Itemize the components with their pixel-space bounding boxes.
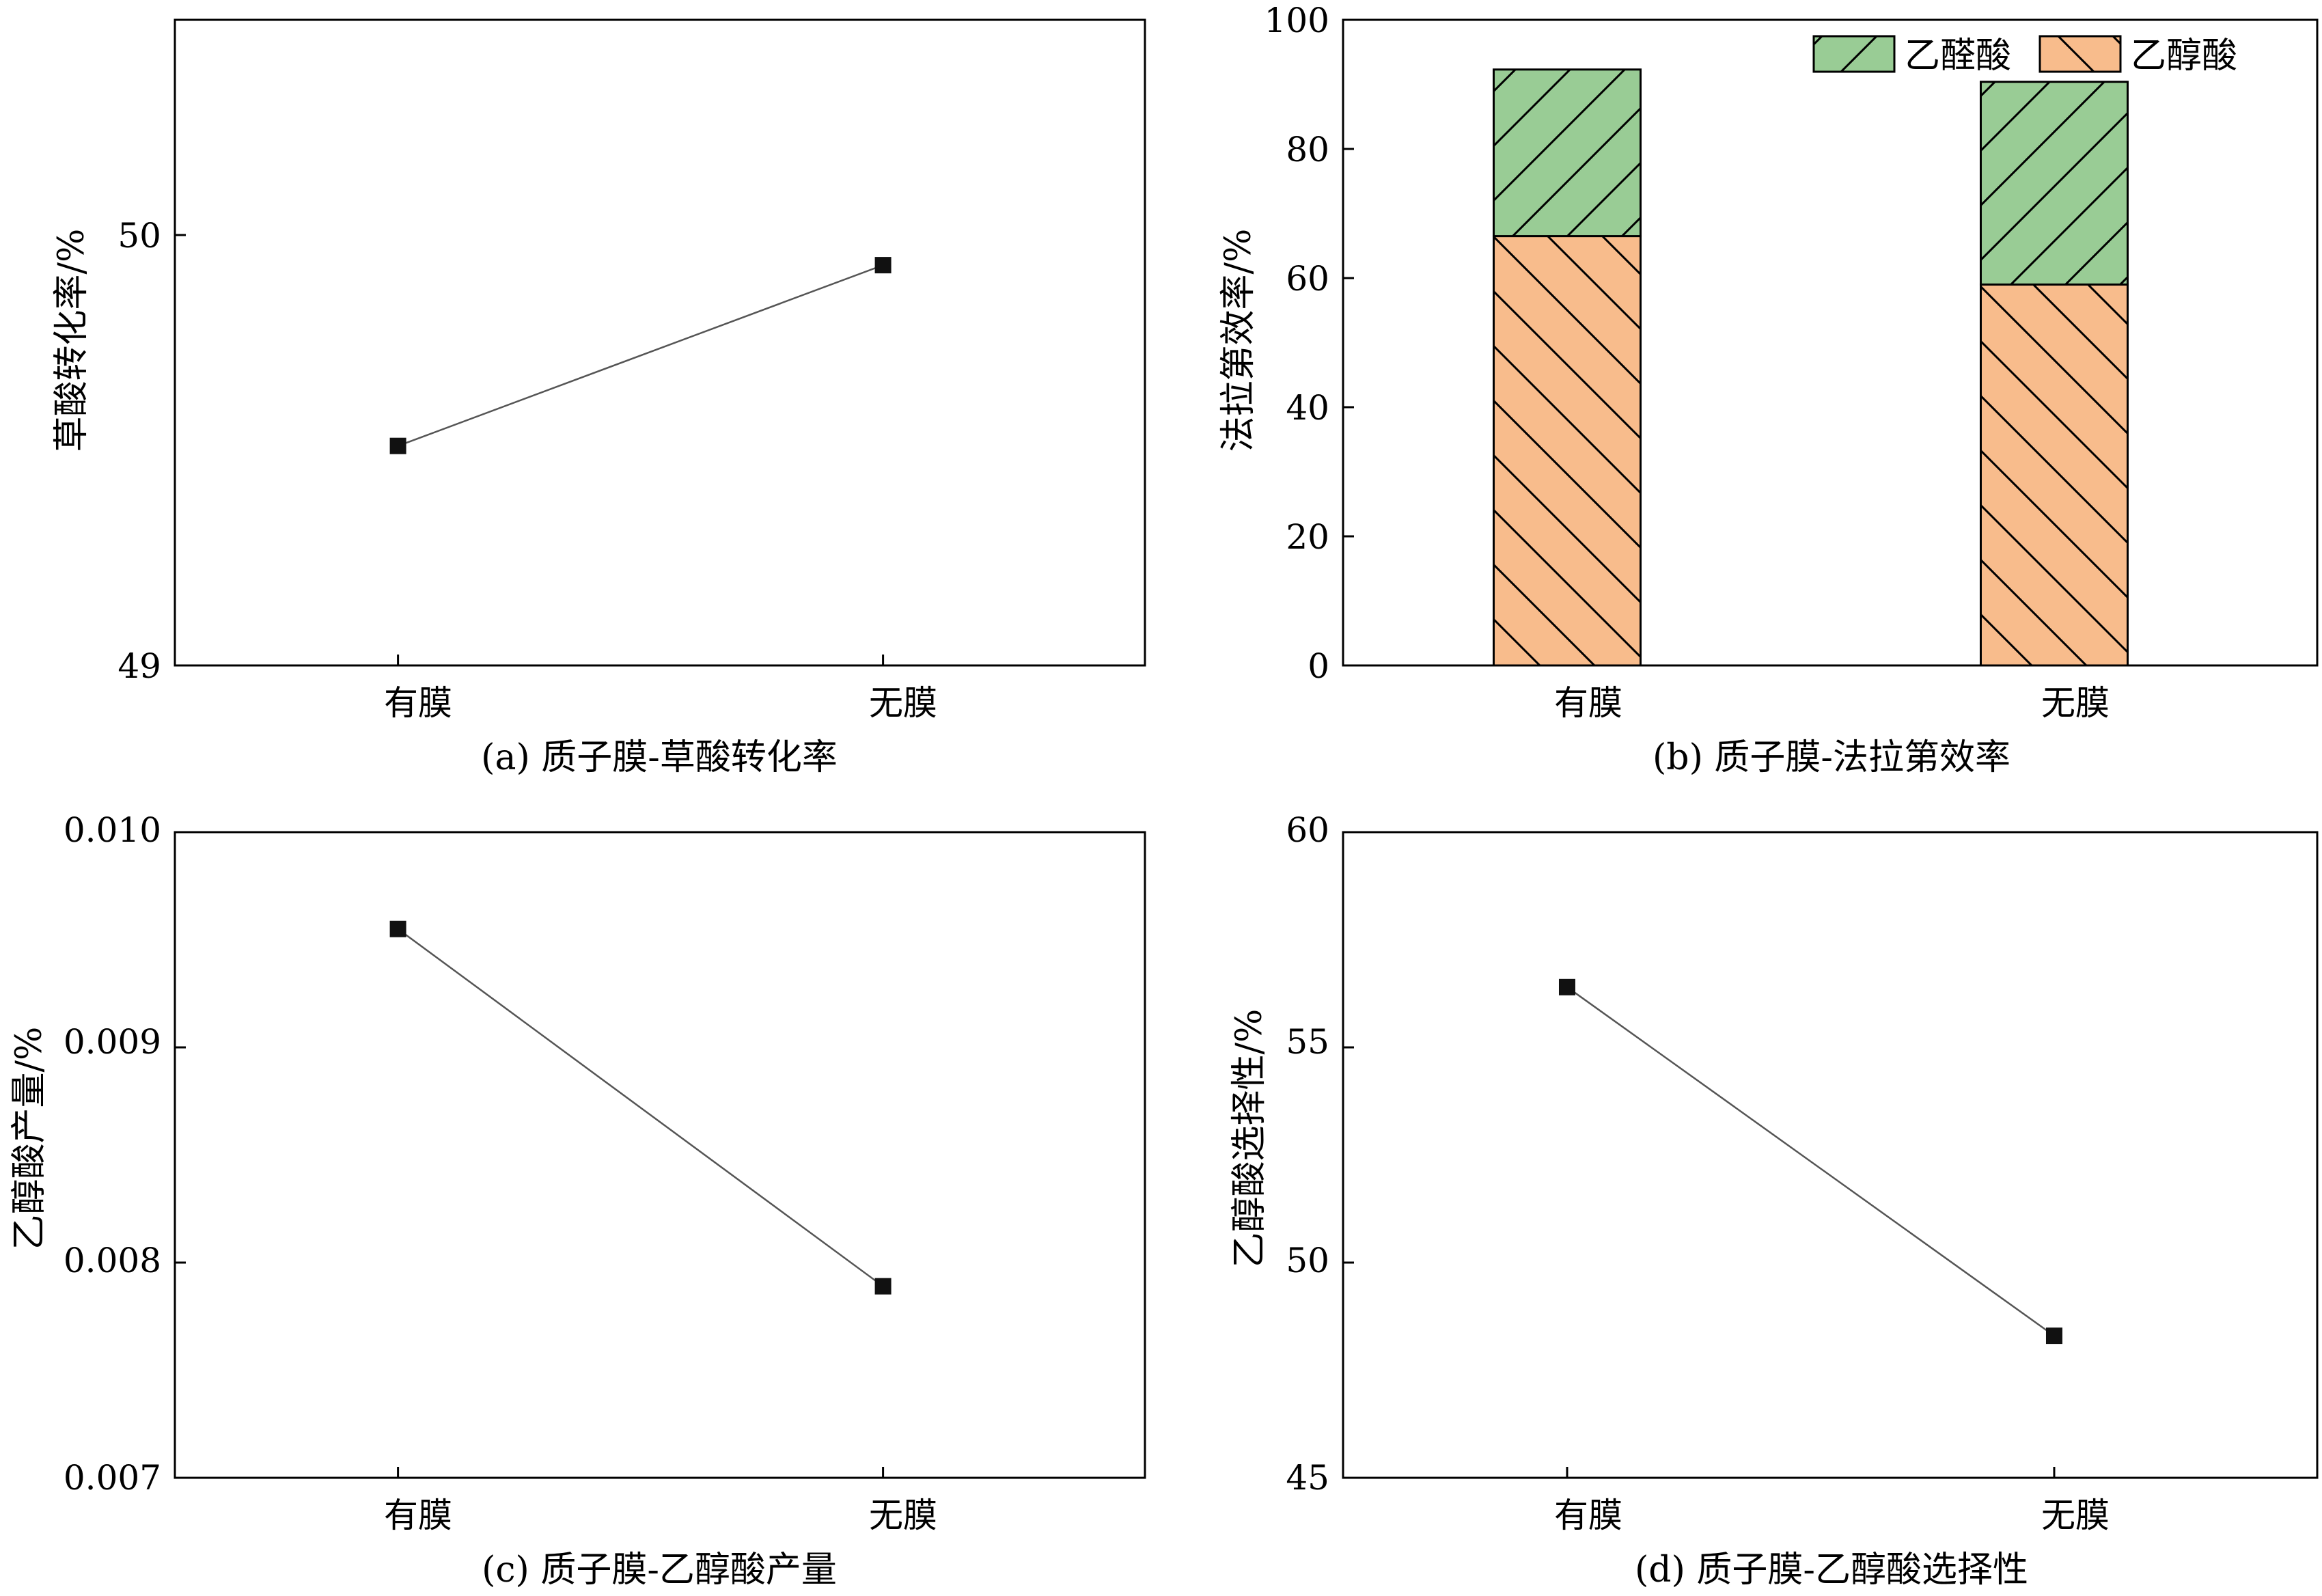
panel-a-xtick-1: 无膜 (869, 683, 937, 723)
panel-d-frame (1342, 831, 2319, 1479)
panel-b-ylabel: 法拉第效率/% (1218, 229, 1259, 452)
panel-c-ytick-0: 0.007 (64, 1458, 161, 1498)
panel-b-bar-0-0-hatch (1492, 235, 1642, 667)
panel-a-ylabel: 草酸转化率/% (51, 229, 92, 452)
panel-d-plot (1342, 831, 2319, 1479)
panel-d-ytick-3: 60 (1286, 810, 1329, 850)
panel-b-bar-0-1-hatch (1492, 68, 1642, 238)
panel-d-ytick-0: 45 (1286, 1458, 1329, 1498)
panel-c-point-1 (874, 1278, 892, 1295)
panel-a-point-1 (874, 257, 892, 274)
panel-a-point-0 (389, 437, 406, 454)
panel-a-ytick-0: 49 (118, 646, 161, 686)
legend-label-glycolic: 乙醇酸 (2131, 36, 2237, 77)
panel-b-caption: (b) 质子膜-法拉第效率 (1653, 737, 2010, 778)
panel-a-series-line (398, 264, 884, 447)
panel-d-ylabel: 乙醇酸选择性/% (1229, 1009, 1270, 1268)
panel-d-series-line (1566, 986, 2055, 1337)
panel-a-frame (174, 18, 1146, 667)
panel-b-plot (1342, 18, 2319, 667)
panel-d-caption: (d) 质子膜-乙醇酸选择性 (1635, 1550, 2028, 1591)
panel-c-ytick-2: 0.009 (64, 1022, 161, 1062)
panel-c-ytick-3: 0.010 (64, 810, 161, 850)
panel-b-xtick-1: 无膜 (2041, 683, 2110, 723)
panel-a-plot (174, 18, 1146, 667)
legend-label-glyoxylic: 乙醛酸 (1905, 36, 2011, 77)
panel-c-plot (174, 831, 1146, 1479)
panel-c-xtick-1: 无膜 (869, 1496, 937, 1535)
panel-c-caption: (c) 质子膜-乙醇酸产量 (482, 1550, 837, 1591)
panel-b-ytick-2: 40 (1286, 388, 1329, 428)
panel-a-xtick-0: 有膜 (384, 683, 452, 723)
panel-d-xtick-1: 无膜 (2041, 1496, 2110, 1535)
panel-b-ytick-1: 20 (1286, 517, 1329, 557)
panel-d-point-1 (2045, 1327, 2062, 1345)
panel-c-ylabel: 乙醇酸产量/% (9, 1027, 50, 1250)
legend: 乙醛酸 乙醇酸 (1812, 35, 2237, 77)
panel-c-frame (174, 831, 1146, 1479)
panel-b-ytick-0: 0 (1308, 646, 1329, 686)
panel-c-point-0 (389, 920, 406, 937)
panel-a-ytick-1: 50 (118, 216, 161, 256)
panel-a: 草酸转化率/% 有膜 无膜 49 50 (a) 质子膜-草酸转化率 (51, 18, 1146, 778)
panel-b-bar-1-0-hatch (1979, 283, 2129, 667)
legend-swatch-glyoxylic-hatch (1814, 36, 1894, 72)
panel-c: 乙醇酸产量/% 有膜 无膜 0.007 0.008 0.009 0.010 (c… (9, 810, 1146, 1591)
panel-d-ytick-1: 50 (1286, 1241, 1329, 1280)
panel-d-xtick-0: 有膜 (1554, 1496, 1622, 1535)
panel-c-xtick-0: 有膜 (384, 1496, 452, 1535)
panel-c-series-line (397, 928, 884, 1287)
panel-b-frame (1342, 18, 2319, 667)
panel-d: 乙醇酸选择性/% 有膜 无膜 45 50 55 60 (d) 质子膜-乙醇酸选择… (1229, 810, 2319, 1591)
legend-swatch-glycolic-hatch (2040, 36, 2120, 72)
panel-d-ytick-2: 55 (1286, 1022, 1329, 1062)
panel-a-caption: (a) 质子膜-草酸转化率 (481, 737, 838, 778)
panel-b-ytick-4: 80 (1286, 130, 1329, 169)
panel-b-ytick-3: 60 (1286, 259, 1329, 299)
panel-c-ytick-1: 0.008 (64, 1241, 161, 1280)
panel-b: 法拉第效率/% 有膜 无膜 0 20 40 60 80 100 乙醛酸 乙醇酸 … (1218, 1, 2319, 778)
panel-b-ytick-5: 100 (1264, 1, 1329, 40)
panel-b-bar-1-1-hatch (1979, 81, 2129, 286)
panel-d-point-0 (1558, 978, 1575, 995)
panel-b-xtick-0: 有膜 (1554, 683, 1622, 723)
